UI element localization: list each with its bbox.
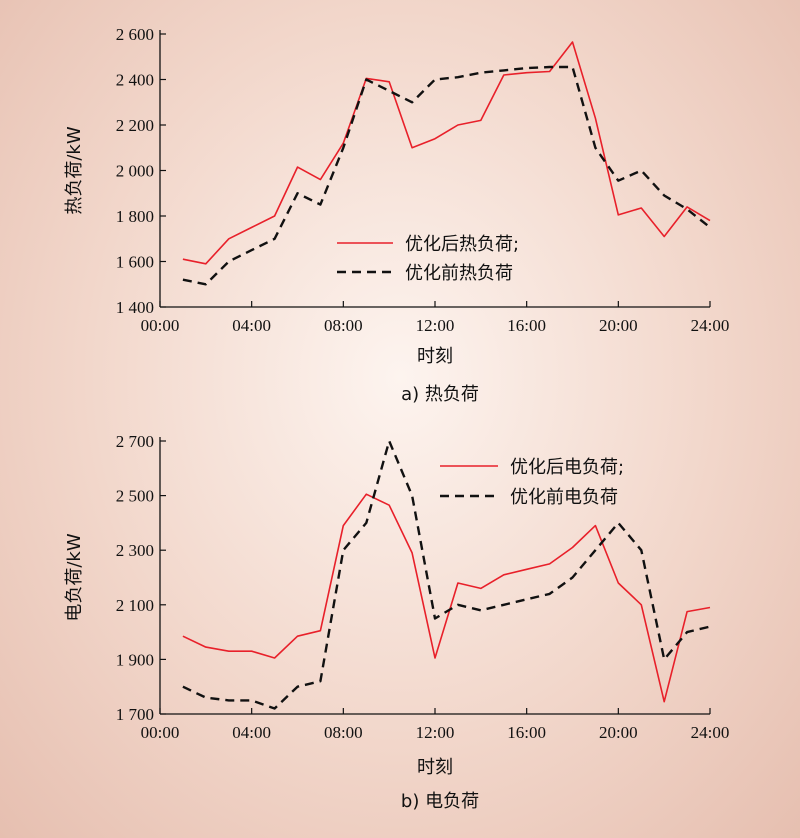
series-line-before <box>182 439 711 710</box>
x-tick-label: 20:00 <box>599 723 638 742</box>
y-tick-label: 2 300 <box>116 541 154 560</box>
y-tick-label: 2 100 <box>116 596 154 615</box>
series-line-after <box>182 493 711 703</box>
x-tick-label: 16:00 <box>507 723 546 742</box>
x-tick-label: 04:00 <box>232 723 271 742</box>
y-tick-label: 2 200 <box>116 116 154 135</box>
y-tick-label: 2 000 <box>116 162 154 181</box>
x-tick-label: 24:00 <box>691 316 730 335</box>
x-tick-label: 00:00 <box>141 316 180 335</box>
y-tick-label: 2 600 <box>116 25 154 44</box>
chart-caption: a) 热负荷 <box>401 384 479 405</box>
x-tick-label: 04:00 <box>232 316 271 335</box>
x-tick-label: 16:00 <box>507 316 546 335</box>
legend-label: 优化后电负荷; <box>510 457 624 478</box>
series-line-after <box>182 41 711 265</box>
legend-label: 优化后热负荷; <box>405 234 519 255</box>
x-tick-label: 08:00 <box>324 723 363 742</box>
x-axis-title: 时刻 <box>417 757 453 778</box>
legend-label: 优化前热负荷 <box>405 263 513 284</box>
chart-panel-a: 1 400 1 600 1 800 2 000 2 200 2 400 2 600 00:00… <box>64 25 729 405</box>
legend-label: 优化前电负荷 <box>510 487 618 508</box>
y-tick-label: 1 400 <box>116 298 154 317</box>
y-tick-label: 1 600 <box>116 253 154 272</box>
x-tick-label: 12:00 <box>416 723 455 742</box>
y-tick-label: 2 400 <box>116 71 154 90</box>
y-axis-title: 热负荷/kW <box>64 126 85 214</box>
chart-caption: b) 电负荷 <box>401 791 479 812</box>
y-tick-label: 2 700 <box>116 432 154 451</box>
series-line-before <box>182 65 711 286</box>
y-tick-label: 1 900 <box>116 650 154 669</box>
y-tick-label: 1 700 <box>116 705 154 724</box>
x-tick-label: 00:00 <box>141 723 180 742</box>
chart-panel-b: 1 700 1 900 2 100 2 300 2 500 2 700 00:00 04:00… <box>64 432 729 812</box>
y-axis-title: 电负荷/kW <box>64 533 85 621</box>
x-tick-label: 12:00 <box>416 316 455 335</box>
x-tick-label: 20:00 <box>599 316 638 335</box>
y-tick-label: 1 800 <box>116 207 154 226</box>
x-tick-label: 24:00 <box>691 723 730 742</box>
x-tick-label: 08:00 <box>324 316 363 335</box>
y-tick-label: 2 500 <box>116 487 154 506</box>
x-axis-title: 时刻 <box>417 346 453 367</box>
